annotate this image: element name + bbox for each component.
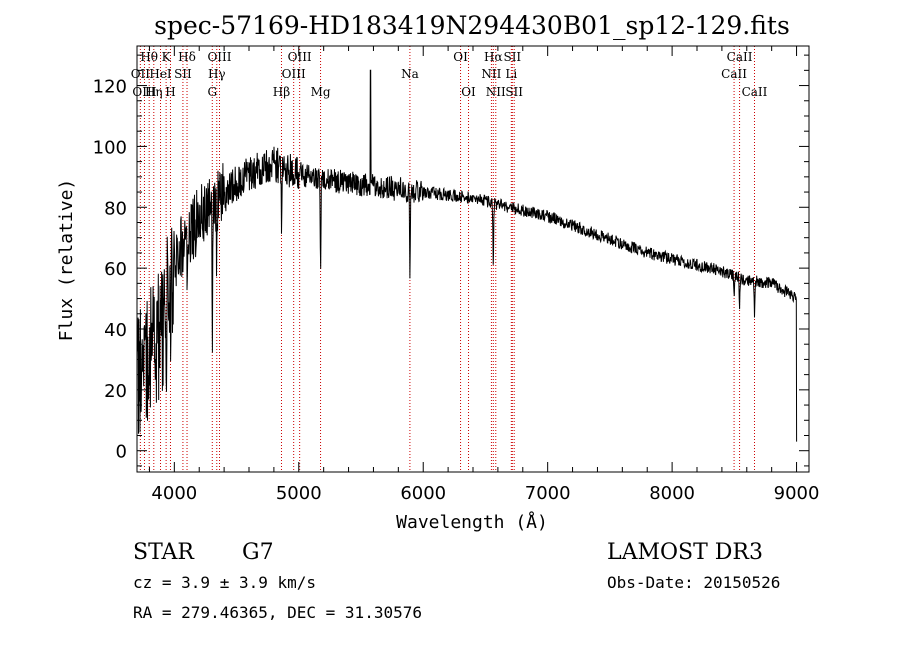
line-marker-label: Hβ	[273, 85, 290, 99]
y-tick-label: 60	[104, 259, 127, 280]
line-marker-label: OIII	[132, 85, 156, 99]
line-marker-label: CaII	[742, 85, 768, 99]
x-tick-label: 8000	[649, 483, 695, 504]
line-marker-label: SII	[174, 67, 192, 81]
y-tick-label: 100	[93, 137, 127, 158]
x-tick-label: 9000	[774, 483, 820, 504]
y-tick-label: 40	[104, 320, 127, 341]
line-markers	[139, 46, 755, 472]
x-tick-label: 4000	[151, 483, 197, 504]
line-marker-labels: Hθ OII OIII K HeI Hη SII H Hδ OIII Hγ G Hβ OIII OIII Mg…	[131, 50, 768, 99]
plot-frame	[136, 45, 810, 473]
line-marker-label: SII	[503, 50, 521, 64]
line-marker-label: Hγ	[208, 67, 226, 81]
line-marker-label: OIII	[288, 50, 312, 64]
chart-title: spec-57169-HD183419N294430B01_sp12-129.f…	[154, 11, 790, 40]
line-marker-label: Li	[505, 67, 517, 81]
y-tick-label: 0	[116, 442, 127, 463]
line-marker-label: Mg	[311, 85, 331, 99]
x-axis-label: Wavelength (Å)	[396, 511, 548, 533]
y-axis-label: Flux (relative)	[56, 179, 77, 342]
line-marker-label: Hθ	[140, 50, 158, 64]
line-marker-label: HeI	[149, 67, 172, 81]
x-tick-label: 7000	[525, 483, 571, 504]
coordinates-readout: RA = 279.46365, DEC = 31.30576	[133, 603, 422, 622]
line-marker-label: G	[207, 85, 217, 99]
line-marker-label: SII	[505, 85, 523, 99]
line-marker-label: OII	[131, 67, 151, 81]
y-tick-label: 20	[104, 381, 127, 402]
y-axis: 0 20 40 60 80 100 120	[93, 54, 809, 467]
line-marker-label: CaII	[721, 67, 747, 81]
obs-date: Obs-Date: 20150526	[607, 573, 781, 592]
subclass: G7	[242, 540, 274, 565]
line-marker-label: NII	[486, 85, 506, 99]
survey-name: LAMOST DR3	[607, 540, 763, 565]
line-marker-label: NII	[481, 67, 501, 81]
line-marker-label: Hα	[484, 50, 503, 64]
line-marker-label: OIII	[207, 50, 231, 64]
line-marker-label: OI	[461, 85, 476, 99]
spectrum-line	[136, 69, 798, 442]
line-marker-label: OI	[453, 50, 468, 64]
line-marker-label: Hδ	[178, 50, 196, 64]
line-marker-label: CaII	[727, 50, 753, 64]
line-marker-label: Na	[401, 67, 419, 81]
line-marker-label: H	[165, 85, 175, 99]
line-marker-label: OIII	[282, 67, 306, 81]
y-tick-label: 120	[93, 77, 127, 98]
line-marker-label: Hη	[145, 85, 163, 99]
object-class: STAR	[133, 540, 194, 565]
y-tick-label: 80	[104, 198, 127, 219]
x-axis: 4000 5000 6000 7000 8000 9000	[148, 46, 820, 504]
x-tick-label: 6000	[400, 483, 446, 504]
line-marker-label: K	[162, 50, 172, 64]
velocity-readout: cz = 3.9 ± 3.9 km/s	[133, 573, 317, 592]
x-tick-label: 5000	[276, 483, 322, 504]
